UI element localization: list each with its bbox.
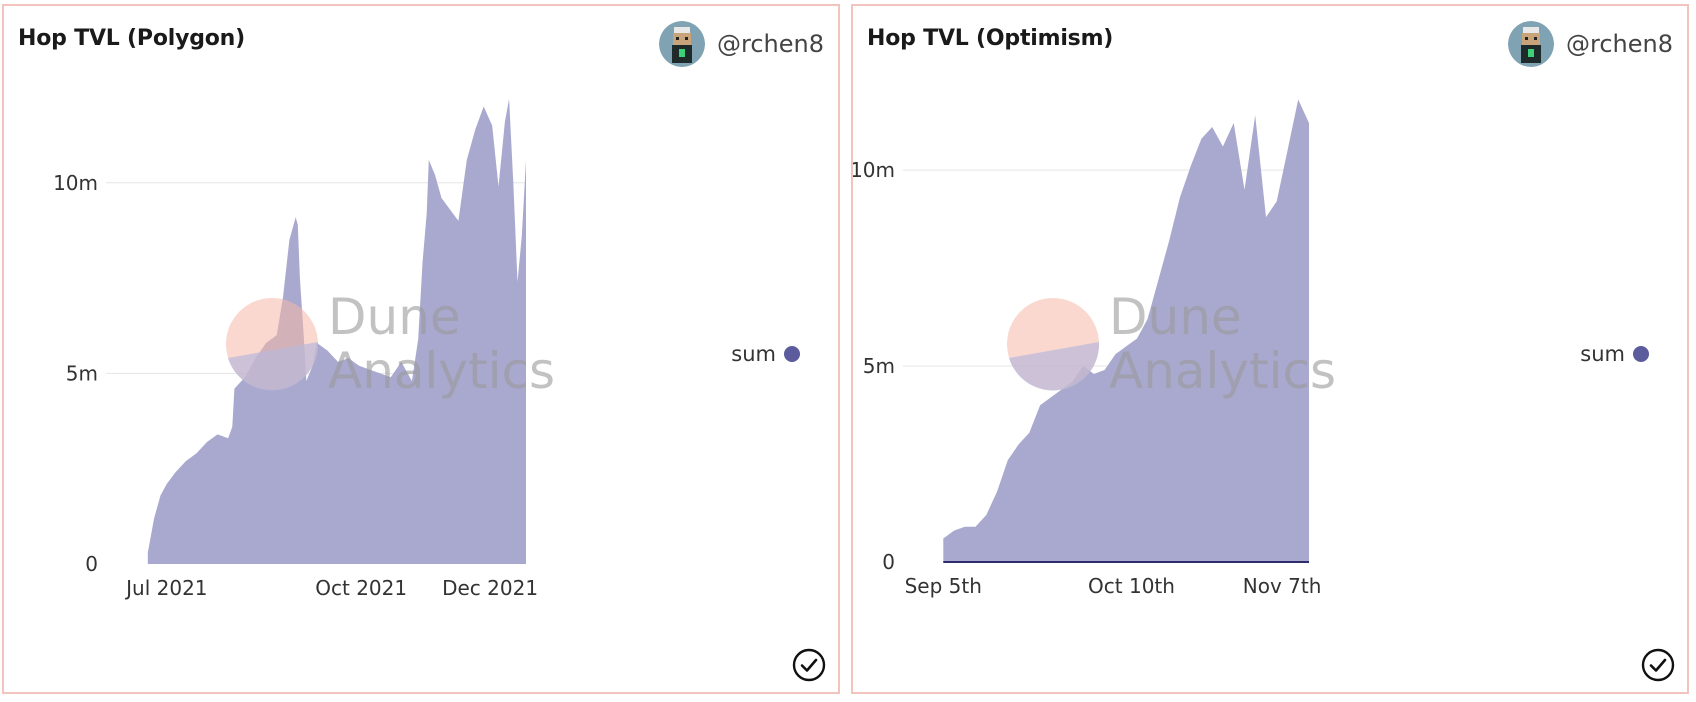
author-handle[interactable]: @rchen8 — [1566, 30, 1673, 58]
avatar[interactable] — [659, 21, 705, 67]
area-chart-polygon: 0 5m 10m Jul 2021 Oct 2021 Dec 2021 DuneAnalyt… — [53, 98, 555, 600]
chart-title: Hop TVL (Polygon) — [18, 26, 245, 51]
watermark-line1: Dune — [328, 288, 461, 346]
y-tick-label: 5m — [66, 361, 98, 385]
legend-label: sum — [1580, 342, 1625, 366]
watermark-line2: Analytics — [1109, 342, 1336, 400]
area-chart-optimism: 0 5m 10m Sep 5th Oct 10th Nov 7th DuneAnalytic… — [853, 99, 1336, 598]
watermark-line1: Dune — [1109, 288, 1242, 346]
y-tick-label: 10m — [53, 171, 98, 195]
check-circle-icon — [1641, 648, 1675, 682]
legend-swatch — [784, 346, 800, 362]
area-series-sum[interactable] — [147, 98, 527, 565]
check-circle-icon — [792, 648, 826, 682]
x-tick-label: Nov 7th — [1243, 574, 1322, 598]
author-badge[interactable]: @rchen8 — [1508, 20, 1673, 68]
x-tick-label: Dec 2021 — [442, 576, 538, 600]
legend-swatch — [1633, 346, 1649, 362]
y-tick-label: 5m — [863, 354, 895, 378]
author-badge[interactable]: @rchen8 — [659, 20, 824, 68]
y-tick-label: 0 — [85, 552, 98, 576]
chart-title: Hop TVL (Optimism) — [867, 26, 1114, 51]
y-tick-label: 0 — [882, 550, 895, 574]
watermark-line2: Analytics — [328, 342, 555, 400]
legend-label: sum — [731, 342, 776, 366]
x-tick-label: Oct 2021 — [315, 576, 407, 600]
x-tick-label: Oct 10th — [1088, 574, 1175, 598]
y-tick-label: 10m — [853, 158, 895, 182]
legend[interactable]: sum — [731, 342, 800, 366]
x-tick-label: Jul 2021 — [124, 576, 207, 600]
area-series-sum[interactable] — [943, 99, 1309, 563]
avatar-icon — [1508, 21, 1554, 67]
avatar-icon — [659, 21, 705, 67]
chart-panel-polygon: Hop TVL (Polygon) @rchen8 0 5m 10m Jul 2021… — [2, 4, 840, 694]
x-tick-label: Sep 5th — [905, 574, 982, 598]
legend[interactable]: sum — [1580, 342, 1649, 366]
chart-panel-optimism: Hop TVL (Optimism) @rchen8 0 5m 10m Sep 5th… — [851, 4, 1689, 694]
avatar[interactable] — [1508, 21, 1554, 67]
author-handle[interactable]: @rchen8 — [717, 30, 824, 58]
